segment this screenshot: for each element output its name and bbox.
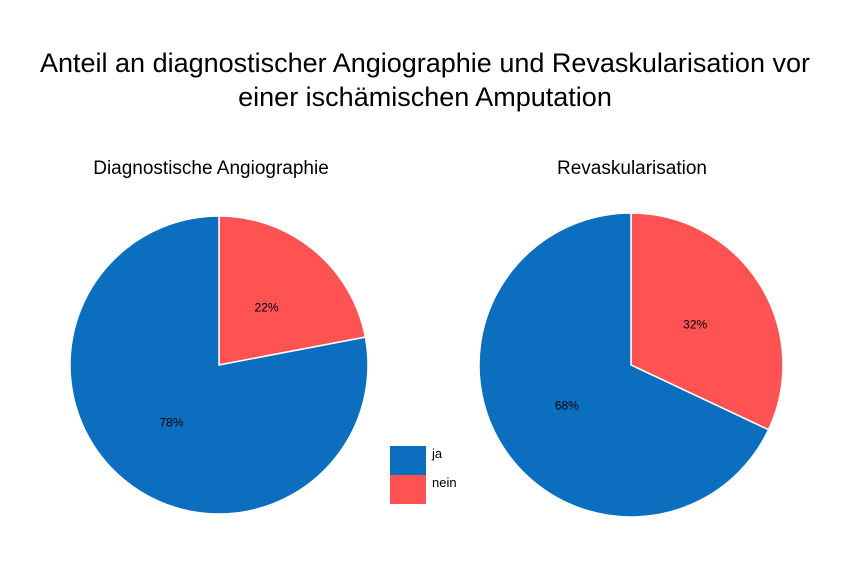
pie-0-slice-nein <box>218 215 367 366</box>
pie-0-slice-ja <box>69 215 369 515</box>
legend-item-nein: nein <box>390 475 457 504</box>
chart-title-line-1: Anteil an diagnostischer Angiographie un… <box>40 48 810 78</box>
legend-label-ja: ja <box>432 446 443 461</box>
chart-title-line-2: einer ischämischen Amputation <box>238 82 612 112</box>
legend-swatch-ja <box>390 446 426 475</box>
pie-0-label-ja: 78% <box>159 415 183 429</box>
legend-label-nein: nein <box>432 475 457 490</box>
chart-title: Anteil an diagnostischer Angiographie un… <box>0 46 850 114</box>
pie-1-slice-nein <box>630 212 784 431</box>
pie-1-label-ja: 68% <box>555 399 579 413</box>
pie-title-angiographie: Diagnostische Angiographie <box>93 158 329 179</box>
legend-swatch-nein <box>390 475 426 504</box>
legend: ja nein <box>390 446 457 504</box>
pie-1-label-nein: 32% <box>683 317 707 331</box>
pie-0-label-nein: 22% <box>254 301 278 315</box>
legend-item-ja: ja <box>390 446 457 475</box>
pie-title-revaskularisation: Revaskularisation <box>557 158 707 179</box>
pie-1-slice-ja <box>478 212 770 518</box>
